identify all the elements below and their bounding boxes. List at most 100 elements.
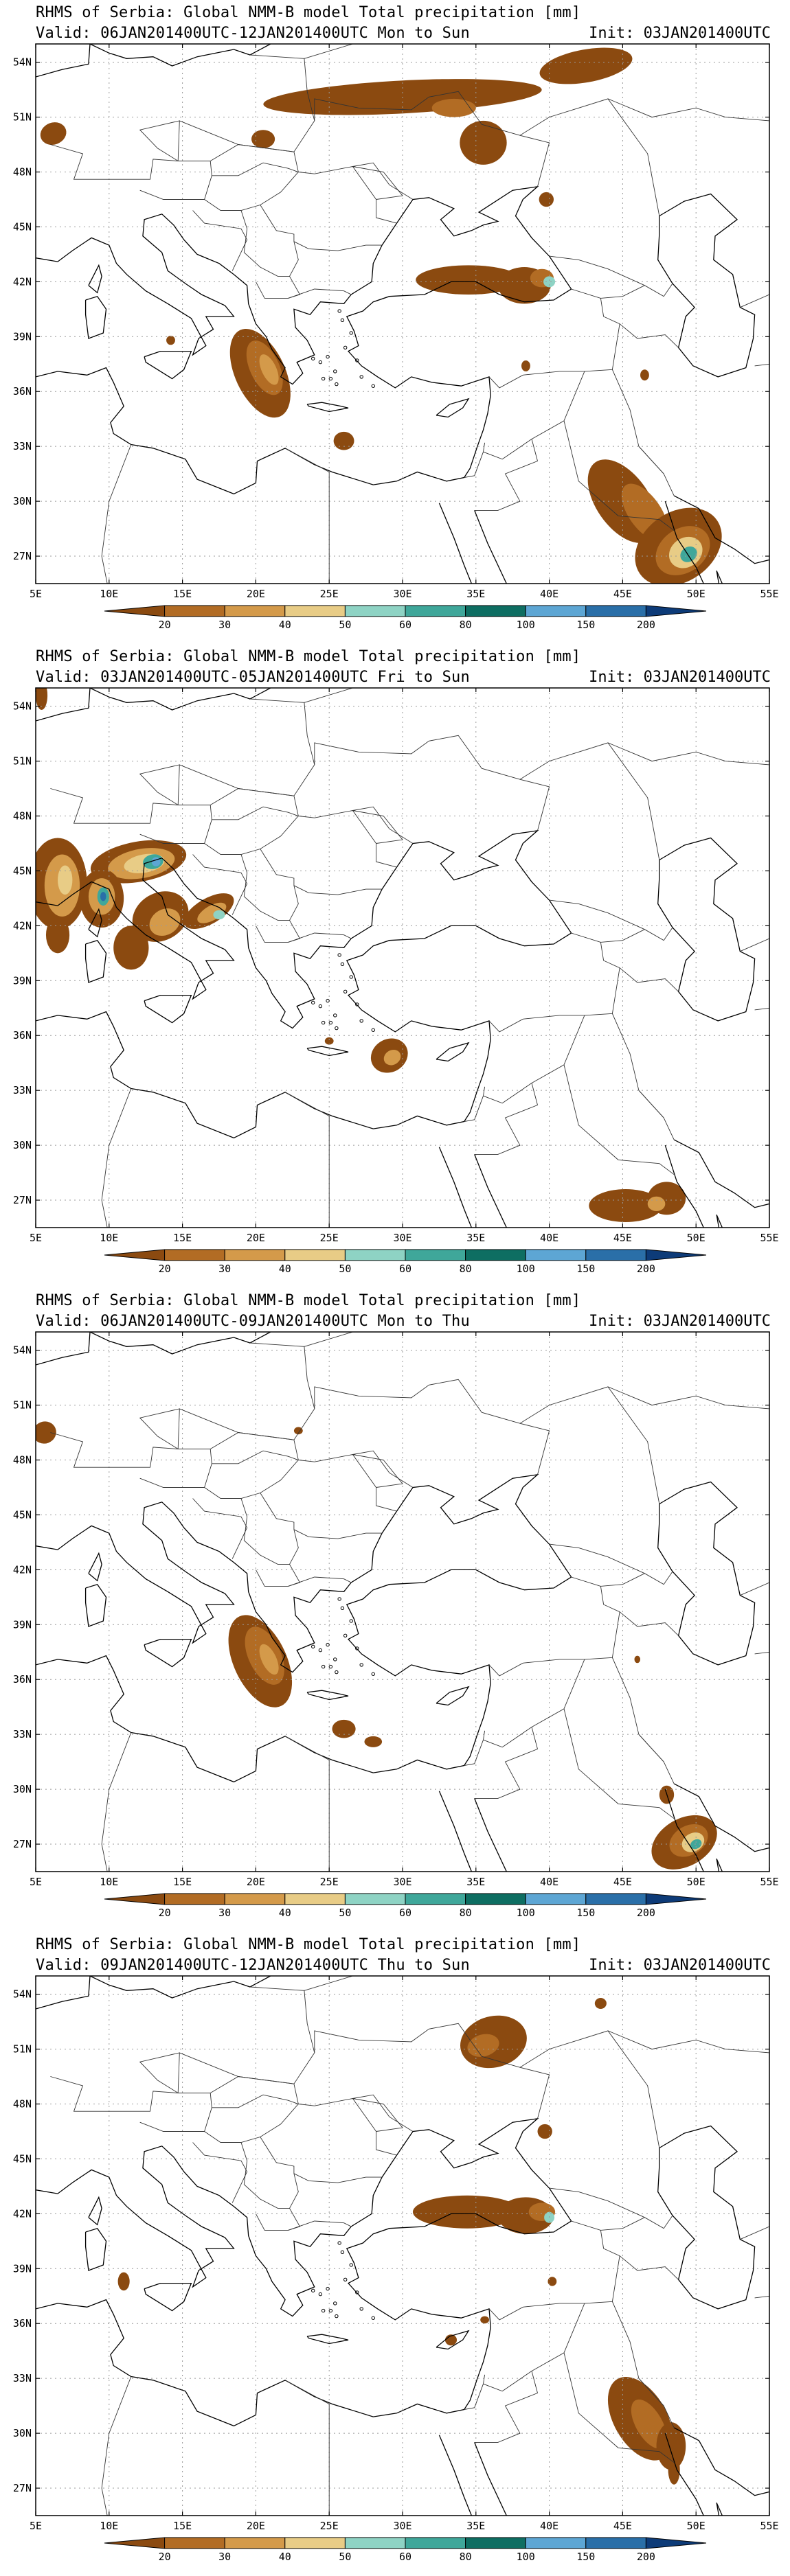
color-legend: 20 30 40 50 60 80 100 150 200 [104,1249,707,1275]
lat-label: 27N [13,1838,32,1850]
lon-label: 10E [100,1232,118,1244]
lon-label: 50E [687,1232,706,1244]
lon-label: 15E [173,1232,192,1244]
legend-swatch [585,1249,646,1261]
lon-label: 25E [320,2520,339,2532]
legend-level-label: 200 [637,1263,655,1275]
precip-area [166,335,175,345]
lat-label: 54N [13,1344,32,1357]
lat-label: 27N [13,1194,32,1206]
valid-period: Valid: 09JAN201400UTC-12JAN201400UTC Thu… [36,1957,470,1974]
legend-swatch [585,1893,646,1905]
lon-label: 50E [687,2520,706,2532]
lon-label: 30E [393,1876,411,1888]
lat-label: 36N [13,2317,32,2330]
legend-level-label: 60 [399,619,411,631]
legend-swatch [525,2537,587,2549]
lon-label: 25E [320,588,339,600]
lon-label: 15E [173,588,192,600]
country-borders [50,688,769,1228]
color-legend: 20 30 40 50 60 80 100 150 200 [104,1893,707,1919]
lon-label: 5E [30,588,42,600]
lon-label: 15E [173,1876,192,1888]
legend-level-label: 100 [517,1263,535,1275]
precip-area [45,917,70,954]
legend-level-label: 20 [159,1907,171,1919]
forecast-panel-4: RHMS of Serbia: Global NMM-B model Total… [0,1932,790,2576]
precip-area [680,546,697,562]
legend-swatch [164,605,225,617]
lat-label: 54N [13,56,32,69]
legend-level-label: 80 [460,619,472,631]
legend-level-label: 50 [339,1907,351,1919]
legend-level-label: 40 [279,2551,291,2563]
legend-level-label: 100 [517,1907,535,1919]
lon-label: 50E [687,1876,706,1888]
legend-swatch [645,1249,707,1261]
lon-label: 40E [540,2520,558,2532]
lat-label: 54N [13,1988,32,2001]
lat-label: 36N [13,1029,32,1042]
lon-label: 10E [100,1876,118,1888]
map-canvas: 54N 51N 48N 45N 42N 39N 36N 33N 30N 27N 5E 10E 15E 20… [13,1975,779,2563]
precip-area [40,122,67,145]
legend-swatch [405,1249,466,1261]
precip-area [416,265,522,295]
legend-level-label: 30 [218,1907,231,1919]
lat-label: 45N [13,864,32,877]
init-time: Init: 03JAN201400UTC [589,25,771,42]
lon-label: 55E [760,1232,778,1244]
lat-label: 30N [13,1783,32,1795]
lon-label: 50E [687,588,706,600]
precip-area [412,2195,522,2229]
lat-label: 33N [13,1728,32,1740]
legend-level-label: 200 [637,619,655,631]
precip-area [548,2277,557,2286]
lat-label: 48N [13,1454,32,1467]
legend-level-label: 40 [279,619,291,631]
legend-swatch [284,1893,346,1905]
lat-label: 30N [13,495,32,507]
precip-area [431,98,476,117]
precip-area [113,925,149,970]
lat-label: 54N [13,700,32,713]
legend-swatch [284,605,346,617]
lat-label: 45N [13,2152,32,2165]
legend-level-label: 200 [637,2551,655,2563]
precip-area [537,2124,552,2139]
precip-area [594,1997,607,2009]
legend-swatch [645,2537,707,2549]
lon-label: 45E [613,1876,632,1888]
precip-area [383,1049,401,1066]
legend-level-label: 60 [399,1263,411,1275]
legend-level-label: 50 [339,1263,351,1275]
lat-label: 51N [13,2043,32,2056]
precip-area [213,910,225,920]
legend-swatch [104,2537,166,2549]
legend-level-label: 30 [218,2551,231,2563]
precip-area [100,892,106,901]
legend-level-label: 60 [399,2551,411,2563]
legend-level-label: 150 [576,1907,595,1919]
legend-level-label: 50 [339,2551,351,2563]
valid-period: Valid: 03JAN201400UTC-05JAN201400UTC Fri… [36,669,470,686]
lat-label: 39N [13,1618,32,1631]
precip-area [634,1655,641,1664]
legend-level-label: 40 [279,1263,291,1275]
legend-swatch [405,605,466,617]
legend-swatch [344,1893,406,1905]
precip-area [149,908,181,936]
valid-period: Valid: 06JAN201400UTC-12JAN201400UTC Mon… [36,25,470,42]
forecast-panel-2: RHMS of Serbia: Global NMM-B model Total… [0,644,790,1288]
map-canvas: 54N 51N 48N 45N 42N 39N 36N 33N 30N 27N 5E 10E 15E 20… [13,43,779,631]
precip-area [364,1736,383,1747]
lon-label: 55E [760,1876,778,1888]
legend-level-label: 150 [576,1263,595,1275]
color-legend: 20 30 40 50 60 80 100 150 200 [104,605,707,631]
graticule [36,44,769,584]
graticule [36,1976,769,2516]
legend-level-label: 40 [279,1907,291,1919]
lat-label: 45N [13,1508,32,1521]
lon-label: 45E [613,1232,632,1244]
legend-swatch [284,1249,346,1261]
